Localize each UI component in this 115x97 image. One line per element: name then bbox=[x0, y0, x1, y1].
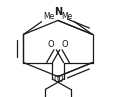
Text: O: O bbox=[53, 75, 59, 84]
Text: O: O bbox=[61, 40, 68, 49]
Text: Me: Me bbox=[43, 12, 54, 21]
Text: N: N bbox=[53, 7, 62, 17]
Text: Me: Me bbox=[61, 12, 72, 21]
Text: O: O bbox=[47, 40, 54, 49]
Text: O: O bbox=[56, 75, 62, 84]
